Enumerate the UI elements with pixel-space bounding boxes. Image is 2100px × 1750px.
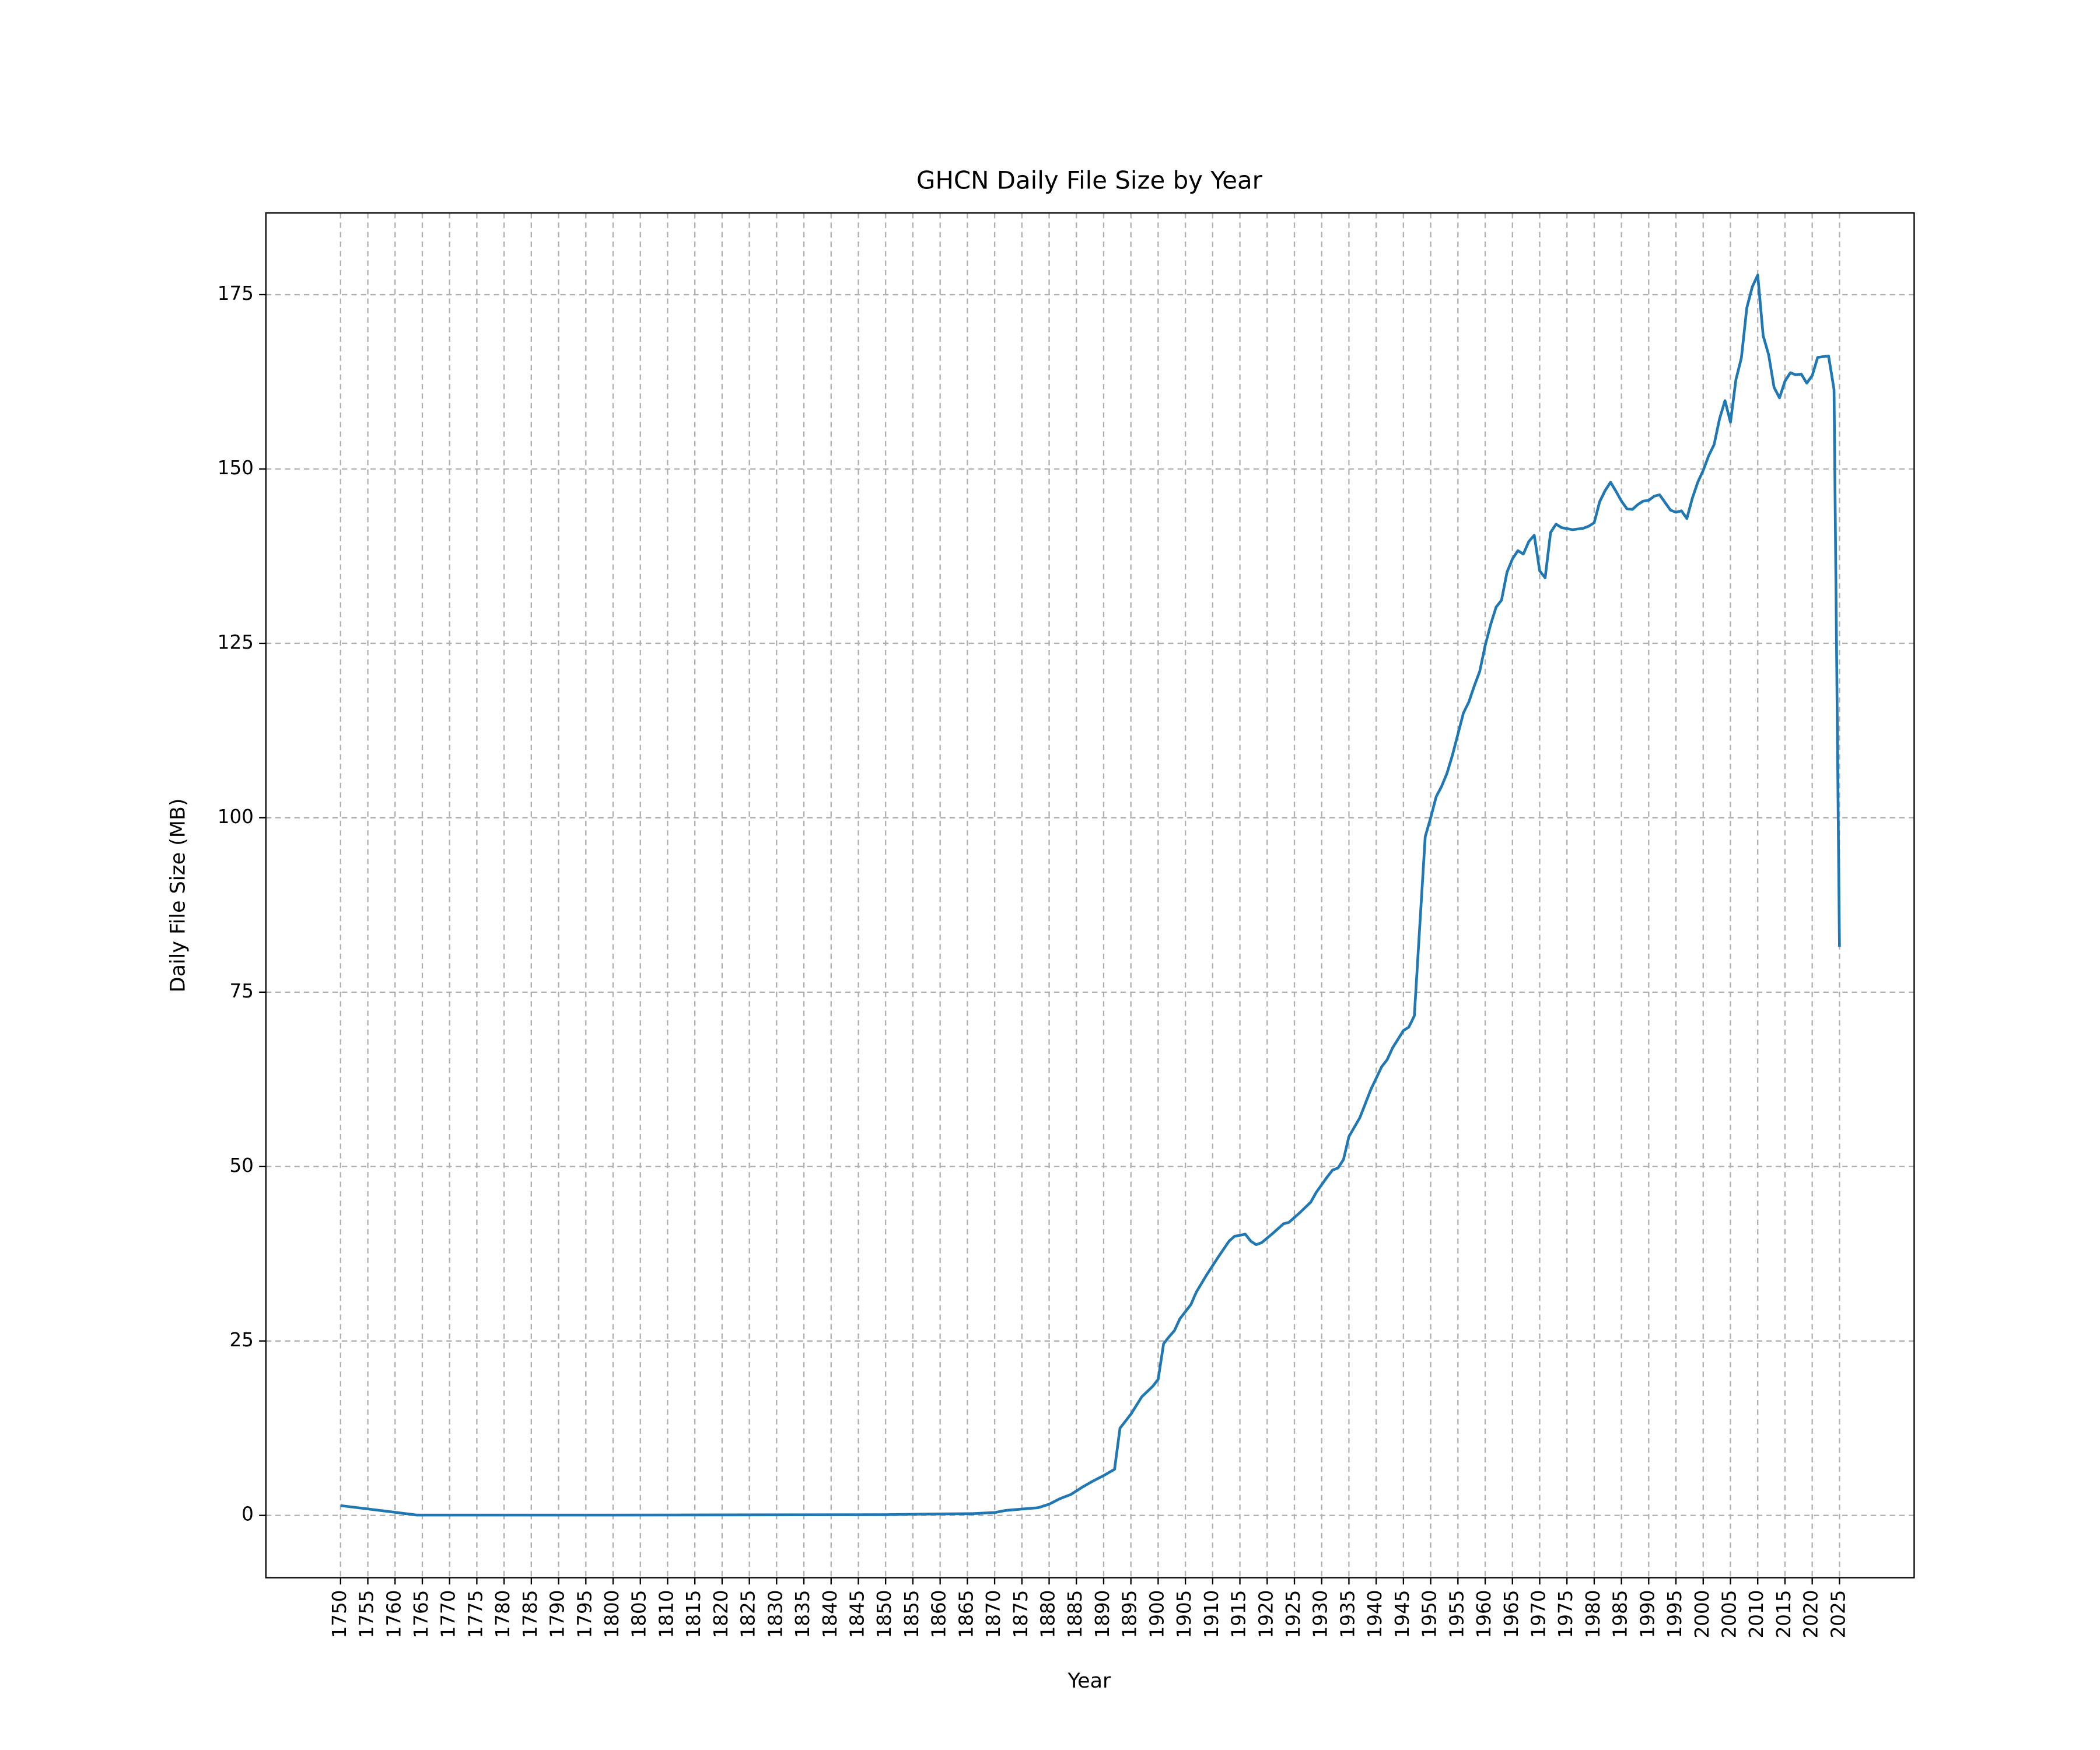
x-tick-label: 2000 — [1691, 1590, 1713, 1639]
plot-frame — [265, 212, 1915, 1578]
x-tick-label: 1965 — [1500, 1590, 1522, 1639]
x-tick-label: 1810 — [655, 1590, 677, 1639]
x-tick-label: 1940 — [1364, 1590, 1386, 1639]
x-tick-label: 1870 — [982, 1590, 1005, 1639]
x-tick-label: 1910 — [1200, 1590, 1223, 1639]
x-tick-label: 1995 — [1664, 1590, 1686, 1639]
x-tick-label: 1920 — [1255, 1590, 1277, 1639]
x-tick-label: 2020 — [1800, 1590, 1822, 1639]
x-tick-label: 2025 — [1827, 1590, 1849, 1639]
x-tick-label: 1830 — [764, 1590, 786, 1639]
data-line — [340, 274, 1841, 1517]
x-tick-label: 1875 — [1010, 1590, 1032, 1639]
x-tick-label: 1960 — [1473, 1590, 1495, 1639]
x-tick-label: 1980 — [1582, 1590, 1604, 1639]
x-tick-label: 1970 — [1527, 1590, 1549, 1639]
x-tick-label: 1785 — [519, 1590, 541, 1639]
x-tick-label: 1890 — [1091, 1590, 1114, 1639]
x-tick-label: 1770 — [438, 1590, 460, 1639]
y-tick-label: 50 — [229, 1154, 253, 1177]
x-tick-label: 1990 — [1636, 1590, 1658, 1639]
y-tick-label: 25 — [229, 1329, 253, 1351]
x-tick-label: 1755 — [356, 1590, 378, 1639]
y-axis-label: Daily File Size (MB) — [166, 799, 190, 993]
x-tick-label: 1955 — [1446, 1590, 1468, 1639]
x-tick-label: 1880 — [1037, 1590, 1059, 1639]
x-tick-label: 1760 — [383, 1590, 405, 1639]
x-tick-label: 1885 — [1064, 1590, 1086, 1639]
x-tick-label: 1780 — [492, 1590, 514, 1639]
x-tick-label: 1945 — [1391, 1590, 1413, 1639]
chart-title: GHCN Daily File Size by Year — [916, 166, 1263, 194]
x-tick-label: 1765 — [410, 1590, 432, 1639]
x-tick-label: 1750 — [328, 1590, 351, 1639]
x-tick-label: 1895 — [1119, 1590, 1141, 1639]
y-tick-label: 75 — [229, 980, 253, 1002]
y-tick-label: 100 — [218, 806, 254, 828]
x-tick-label: 1835 — [792, 1590, 814, 1639]
x-tick-label: 1775 — [464, 1590, 487, 1639]
x-tick-label: 2010 — [1745, 1590, 1768, 1639]
x-tick-label: 1815 — [682, 1590, 705, 1639]
x-tick-label: 2005 — [1718, 1590, 1741, 1639]
x-tick-label: 1840 — [819, 1590, 841, 1639]
x-tick-label: 1860 — [928, 1590, 950, 1639]
x-tick-label: 1850 — [873, 1590, 895, 1639]
x-tick-label: 1865 — [955, 1590, 977, 1639]
x-tick-label: 1985 — [1609, 1590, 1632, 1639]
y-tick-label: 175 — [218, 282, 254, 304]
x-tick-label: 1845 — [846, 1590, 868, 1639]
x-tick-label: 1855 — [901, 1590, 923, 1639]
y-tick-label: 150 — [218, 457, 254, 479]
y-tick-label: 0 — [242, 1503, 254, 1525]
x-tick-label: 1800 — [601, 1590, 623, 1639]
x-tick-label: 1795 — [573, 1590, 596, 1639]
x-tick-label: 1790 — [547, 1590, 569, 1639]
x-tick-label: 1925 — [1282, 1590, 1304, 1639]
x-tick-label: 1820 — [710, 1590, 732, 1639]
x-axis-label: Year — [1068, 1670, 1111, 1693]
x-tick-label: 1915 — [1228, 1590, 1250, 1639]
x-tick-label: 1805 — [628, 1590, 650, 1639]
x-tick-label: 1935 — [1336, 1590, 1359, 1639]
x-tick-label: 2015 — [1773, 1590, 1795, 1639]
y-tick-label: 125 — [218, 631, 254, 653]
x-tick-label: 1825 — [737, 1590, 760, 1639]
x-tick-label: 1900 — [1146, 1590, 1168, 1639]
x-tick-label: 1975 — [1555, 1590, 1577, 1639]
x-tick-label: 1950 — [1419, 1590, 1441, 1639]
x-tick-label: 1905 — [1173, 1590, 1195, 1639]
x-tick-label: 1930 — [1310, 1590, 1332, 1639]
